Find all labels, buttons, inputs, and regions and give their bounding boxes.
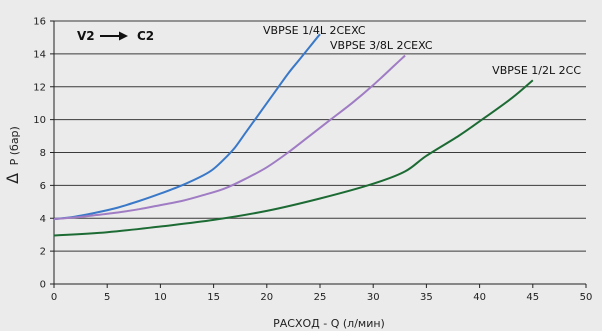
delta-symbol: Δ	[3, 173, 22, 184]
flow-direction-annotation: V2 C2	[77, 29, 154, 43]
x-tick-label: 15	[207, 292, 220, 303]
y-tick-label: 2	[40, 247, 46, 258]
axes	[50, 20, 587, 288]
x-axis-title: РАСХОД - Q (л/мин)	[273, 317, 385, 330]
y-tick-label: 6	[40, 181, 46, 192]
x-tick-label: 40	[473, 292, 486, 303]
y-tick-label: 8	[40, 148, 46, 159]
series-line	[53, 33, 321, 221]
x-tick-label: 10	[154, 292, 167, 303]
x-tick-label: 25	[314, 292, 327, 303]
y-tick-label: 14	[33, 49, 46, 60]
series-line	[53, 79, 534, 237]
y-tick-label: 10	[33, 115, 46, 126]
series-label: VBPSE 1/2L 2CC	[492, 64, 581, 77]
series-line	[53, 54, 406, 221]
x-tick-label: 5	[104, 292, 110, 303]
y-tick-label: 12	[33, 82, 46, 93]
x-tick-label: 45	[526, 292, 539, 303]
series-label: VBPSE 3/8L 2CEXC	[330, 39, 433, 52]
y-tick-label: 0	[40, 280, 46, 291]
y-tick-label: 16	[33, 17, 46, 28]
y-tick-label: 4	[40, 214, 46, 225]
svg-text:Δ P (бар): Δ P (бар)	[3, 126, 22, 184]
annotation-to: C2	[137, 29, 154, 43]
x-tick-label: 30	[367, 292, 380, 303]
series-lines	[53, 33, 534, 237]
x-tick-label: 0	[51, 292, 57, 303]
y-axis-title: Δ P (бар)	[3, 126, 22, 184]
series-labels: VBPSE 1/4L 2CEXC VBPSE 3/8L 2CEXC VBPSE 1/…	[263, 24, 581, 77]
x-tick-label: 20	[260, 292, 273, 303]
annotation-from: V2	[77, 29, 95, 43]
x-tick-label: 50	[580, 292, 593, 303]
x-tick-label: 35	[420, 292, 433, 303]
tick-labels: 0 2 4 6 8 10 12 14 16 0 5 10 15 20 25 30 35 40 45 50	[33, 17, 592, 304]
gridlines	[54, 20, 586, 252]
arrow-right-icon	[100, 31, 128, 41]
series-label: VBPSE 1/4L 2CEXC	[263, 24, 366, 37]
y-axis-label: P (бар)	[8, 126, 21, 165]
